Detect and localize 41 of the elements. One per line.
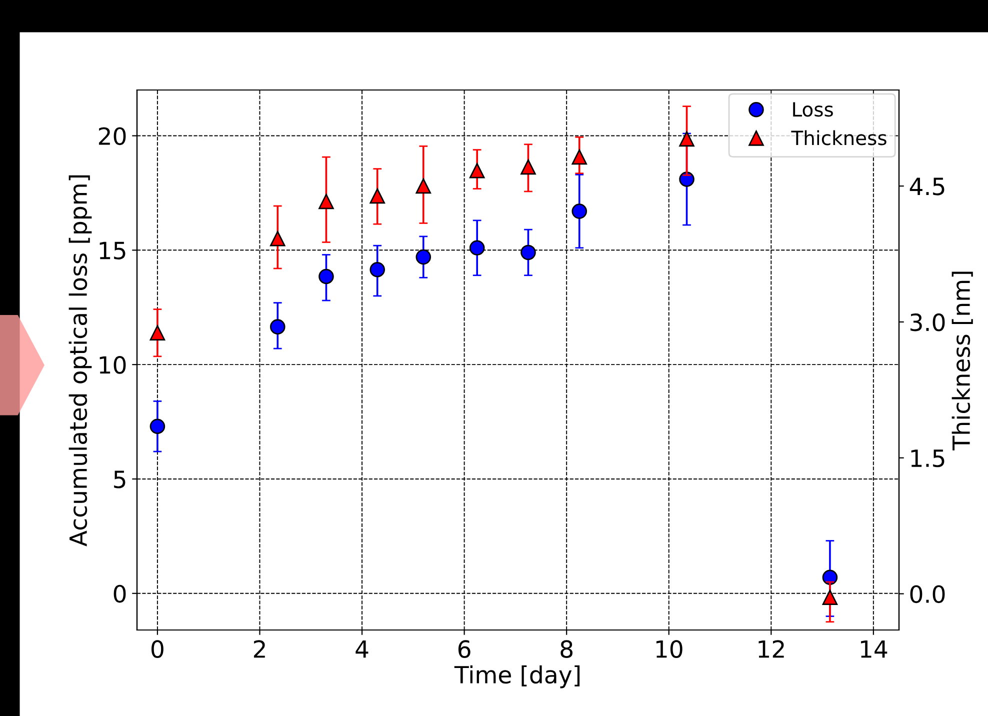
point xyxy=(270,230,286,246)
point xyxy=(150,418,166,434)
point xyxy=(318,194,334,210)
y-axis-title: Accumulated optical loss [ppm] xyxy=(68,175,92,546)
point xyxy=(520,244,536,260)
x-tick-label: 6 xyxy=(458,640,470,658)
point xyxy=(416,249,432,265)
x-axis-title: Time [day] xyxy=(454,665,580,688)
point xyxy=(822,590,838,606)
x-tick-label: 14 xyxy=(861,640,888,658)
y2-tick-label: 4.5 xyxy=(910,178,944,196)
point xyxy=(469,163,485,178)
x-tick-label: 0 xyxy=(152,640,164,658)
y2-tick-label: 0.0 xyxy=(910,585,945,604)
y-tick-label: 10 xyxy=(100,356,126,374)
point xyxy=(370,188,385,204)
x-tick-label: 10 xyxy=(656,640,682,658)
point xyxy=(416,178,432,194)
point xyxy=(572,204,588,219)
point xyxy=(370,262,385,278)
point xyxy=(679,131,694,147)
y2-axis-title: Thickness [nm] xyxy=(952,272,973,450)
point xyxy=(318,268,334,284)
y-tick-label: 20 xyxy=(98,127,126,146)
y-tick-label: 0 xyxy=(114,584,126,603)
y2-tick-label: 3.0 xyxy=(910,313,945,332)
y-tick-label: 5 xyxy=(114,470,126,488)
point xyxy=(150,325,166,340)
point xyxy=(822,570,838,586)
point xyxy=(270,319,286,334)
x-tick-label: 4 xyxy=(356,640,368,658)
point xyxy=(469,240,485,256)
x-tick-label: 2 xyxy=(254,640,265,658)
legend-label: Loss xyxy=(793,102,833,117)
y2-tick-label: 1.5 xyxy=(911,450,944,468)
point xyxy=(572,149,588,165)
x-tick-label: 12 xyxy=(758,640,784,658)
x-tick-label: 8 xyxy=(560,640,572,658)
point xyxy=(520,159,536,175)
legend-label: Thickness xyxy=(791,130,886,146)
y-tick-label: 15 xyxy=(100,242,126,260)
